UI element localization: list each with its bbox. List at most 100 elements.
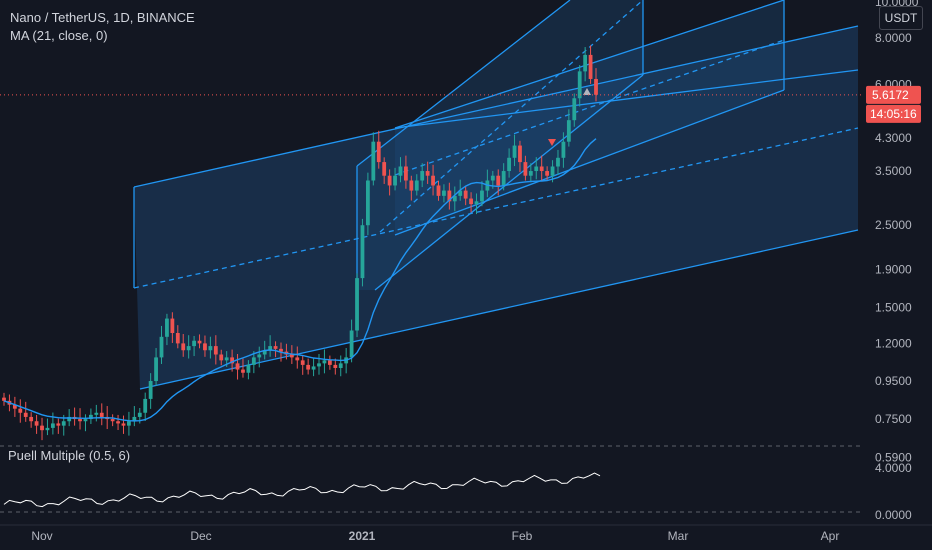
candle-body [224,357,229,361]
candle [116,414,120,430]
candle-body [501,171,506,186]
puell-tick-label: 0.0000 [875,508,912,522]
price-axis: 10.00008.00006.00004.30003.50002.50001.9… [875,0,919,465]
candle-body [56,423,61,426]
candle [518,140,522,173]
candle [18,399,23,423]
candle [545,166,550,181]
price-badge [866,85,921,104]
candle [512,134,517,167]
candle-body [572,98,577,121]
candle [300,355,305,375]
candle [306,358,311,375]
candle-body [50,423,55,428]
candle-body [355,278,359,331]
candle-body [132,416,137,422]
candle [588,45,593,84]
candle-body [241,369,245,373]
candle [365,172,370,236]
candle-body [295,357,300,361]
candle-body [306,364,311,370]
candle-body [45,427,50,431]
candle-body [257,354,262,358]
candle-body [518,145,522,163]
candle-body [197,340,202,344]
candle-body [2,397,6,401]
candle [219,349,224,366]
candle [127,411,131,436]
candle [230,349,235,372]
candle-body [463,190,468,199]
candle-body [121,423,126,426]
candle-body [561,141,566,158]
upper-mid-line [394,39,785,176]
candle [12,396,17,417]
candle [528,163,533,183]
candle [295,346,300,369]
currency-button[interactable]: USDT [879,6,923,30]
candle [192,335,196,357]
candle-body [29,416,34,422]
candle-body [311,366,316,370]
price-tick-label: 8.0000 [875,31,912,45]
candle-body [523,162,528,176]
candle [186,335,191,359]
candle-body [404,166,408,181]
candle [425,161,430,184]
candle-body [371,141,376,181]
candle-body [246,364,251,373]
candle-body [420,171,425,181]
candle [311,358,316,377]
candle [583,47,588,82]
candle [474,193,479,215]
candle-body [409,180,414,191]
candle [594,68,598,102]
time-tick-label: Apr [821,529,840,543]
candle [556,149,560,175]
candle-body [556,157,560,167]
candle-body [34,421,39,426]
candle-body [148,381,153,399]
candle-body [480,190,484,202]
candle [235,353,240,380]
candle-body [116,421,120,424]
channel-mid-line [133,127,859,289]
candle [496,169,501,196]
puell-tick-label: 4.0000 [875,461,912,475]
upper-bottom-line [394,89,785,236]
candle-body [159,336,164,358]
candle [34,414,39,434]
candle [480,181,484,207]
candle [371,132,376,186]
candle-body [398,166,403,176]
candle [360,218,365,287]
candle-body [317,363,321,367]
channel-top-line [133,25,859,188]
candle-body [127,421,131,426]
candle-body [382,162,387,176]
candle [159,325,164,364]
price-tick-label: 0.9500 [875,374,912,388]
price-tick-label: 1.5000 [875,300,912,314]
candle-body [496,175,501,186]
candle-body [414,180,419,191]
candle [393,167,397,191]
candle [251,351,256,374]
candle [404,155,408,189]
candle-body [566,120,571,142]
time-tick-label: 2021 [349,529,376,543]
indicator-label: Puell Multiple (0.5, 6) [8,448,131,463]
candle [246,360,251,380]
steep-top-line [356,0,571,167]
candle [94,404,99,422]
candle [132,406,137,427]
candle [40,417,44,441]
price-tick-label: 1.2000 [875,336,912,350]
candle-body [12,404,17,409]
candle-body [251,357,256,365]
candle-body [545,171,550,176]
countdown-badge [866,104,921,123]
candle [409,175,414,201]
candle-body [203,343,207,351]
